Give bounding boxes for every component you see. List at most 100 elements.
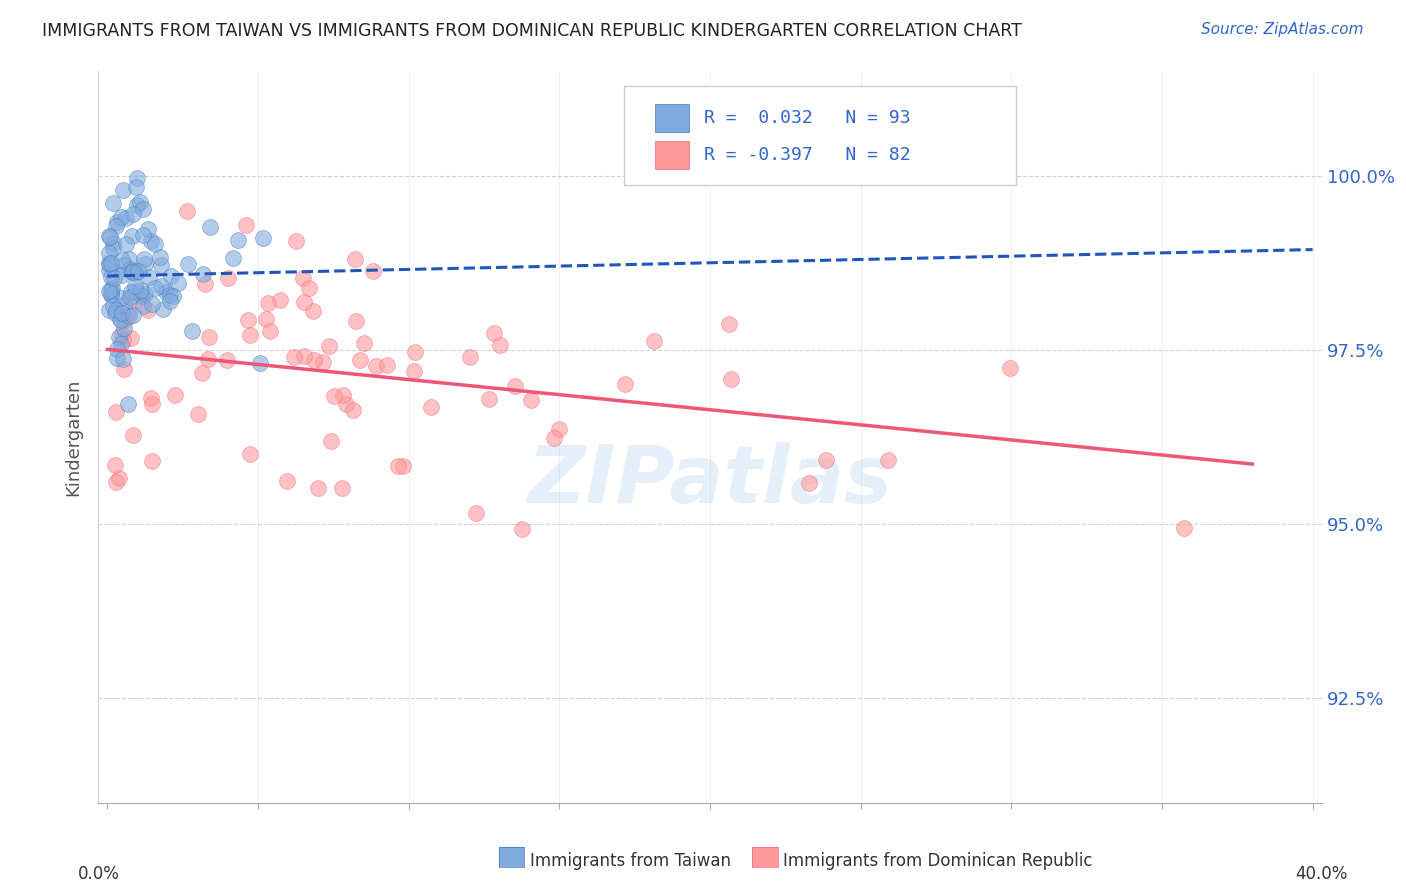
- Text: 0.0%: 0.0%: [77, 865, 120, 883]
- Point: [194, 277, 217, 291]
- Point: [129, 283, 152, 297]
- Point: [387, 459, 409, 474]
- Point: [110, 210, 132, 224]
- Point: [101, 235, 124, 250]
- Point: [269, 293, 291, 307]
- Point: [105, 215, 128, 229]
- Point: [335, 397, 357, 411]
- Point: [136, 222, 159, 236]
- Text: R = -0.397   N = 82: R = -0.397 N = 82: [704, 145, 911, 164]
- Point: [100, 287, 122, 301]
- Point: [127, 198, 149, 212]
- Point: [148, 250, 170, 264]
- Point: [111, 334, 134, 348]
- Point: [344, 314, 367, 328]
- Point: [257, 296, 280, 310]
- Text: Immigrants from Taiwan: Immigrants from Taiwan: [530, 852, 731, 870]
- Point: [118, 252, 141, 266]
- Point: [143, 237, 166, 252]
- Point: [254, 312, 277, 326]
- Point: [127, 264, 149, 278]
- Point: [128, 286, 150, 301]
- Point: [112, 258, 135, 272]
- Point: [159, 268, 181, 283]
- Point: [107, 351, 129, 365]
- Point: [114, 297, 136, 311]
- Point: [215, 353, 238, 368]
- Point: [134, 257, 156, 271]
- Point: [141, 297, 163, 311]
- Point: [366, 359, 388, 373]
- Point: [149, 279, 172, 293]
- Point: [131, 289, 153, 303]
- Point: [120, 285, 142, 300]
- Point: [112, 320, 135, 334]
- Point: [259, 324, 281, 338]
- Point: [163, 388, 186, 402]
- Point: [181, 324, 204, 338]
- Point: [100, 269, 122, 284]
- Point: [132, 202, 155, 217]
- Point: [292, 349, 315, 363]
- Point: [239, 327, 262, 342]
- Point: [353, 335, 375, 350]
- Point: [323, 389, 346, 403]
- Point: [104, 405, 127, 419]
- Point: [98, 303, 121, 318]
- Point: [420, 401, 443, 415]
- Point: [797, 475, 820, 490]
- Point: [100, 288, 122, 302]
- Point: [361, 264, 384, 278]
- Point: [98, 263, 121, 277]
- Point: [614, 376, 637, 391]
- Point: [159, 288, 181, 302]
- Text: Immigrants from Dominican Republic: Immigrants from Dominican Republic: [783, 852, 1092, 870]
- Point: [152, 301, 174, 316]
- Point: [302, 353, 325, 368]
- Point: [105, 342, 128, 356]
- Point: [110, 336, 132, 351]
- Point: [118, 290, 141, 304]
- Point: [217, 271, 239, 285]
- Point: [107, 329, 129, 343]
- Point: [105, 475, 128, 490]
- Point: [200, 220, 222, 235]
- Point: [235, 218, 257, 232]
- Point: [478, 392, 501, 406]
- Point: [298, 281, 321, 295]
- Point: [100, 283, 122, 297]
- Point: [138, 270, 160, 285]
- Point: [120, 331, 142, 345]
- Point: [375, 359, 398, 373]
- Point: [103, 271, 125, 285]
- Point: [392, 459, 415, 474]
- Y-axis label: Kindergarten: Kindergarten: [63, 378, 82, 496]
- Point: [460, 350, 482, 364]
- Point: [318, 339, 340, 353]
- Point: [814, 453, 837, 467]
- Point: [112, 362, 135, 376]
- Point: [283, 350, 305, 364]
- Point: [226, 233, 249, 247]
- Point: [249, 356, 271, 370]
- Point: [120, 262, 142, 277]
- Point: [122, 207, 145, 221]
- Point: [121, 308, 143, 322]
- Point: [343, 252, 366, 266]
- Point: [159, 294, 181, 309]
- Point: [129, 195, 152, 210]
- Point: [489, 337, 512, 351]
- Point: [548, 422, 571, 436]
- Point: [292, 294, 315, 309]
- Point: [114, 313, 136, 327]
- Point: [125, 180, 148, 194]
- Point: [176, 203, 198, 218]
- Point: [111, 326, 134, 341]
- Point: [198, 330, 221, 344]
- Point: [1000, 360, 1022, 375]
- Text: Source: ZipAtlas.com: Source: ZipAtlas.com: [1201, 22, 1364, 37]
- Point: [100, 281, 122, 295]
- Point: [124, 293, 146, 308]
- Point: [122, 263, 145, 277]
- Point: [1173, 521, 1195, 535]
